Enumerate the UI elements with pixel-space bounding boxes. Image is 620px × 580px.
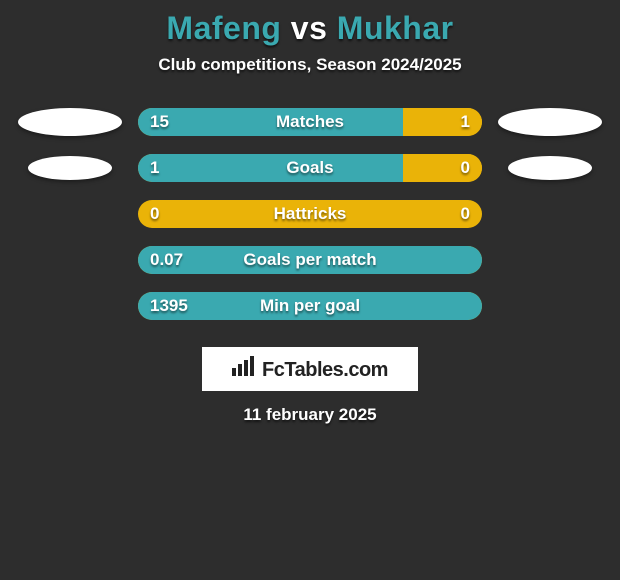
bar-track: 151Matches: [138, 108, 482, 136]
date-text: 11 february 2025: [0, 405, 620, 425]
logo-text: FcTables.com: [262, 359, 388, 382]
player-marker-left: [18, 108, 122, 136]
title-vs: vs: [291, 10, 328, 46]
metric-row: 00Hattricks: [0, 191, 620, 237]
metric-label: Min per goal: [138, 292, 482, 320]
page-title: Mafeng vs Mukhar: [0, 0, 620, 47]
metric-label: Goals per match: [138, 246, 482, 274]
bar-track: 0.07Goals per match: [138, 246, 482, 274]
metric-label: Hattricks: [138, 200, 482, 228]
bar-chart-icon: [232, 356, 256, 376]
bar-track: 1395Min per goal: [138, 292, 482, 320]
metric-row: 1395Min per goal: [0, 283, 620, 329]
title-player1: Mafeng: [166, 10, 281, 46]
player-marker-right: [508, 156, 592, 180]
player-marker-left: [28, 156, 112, 180]
bar-track: 10Goals: [138, 154, 482, 182]
subtitle: Club competitions, Season 2024/2025: [0, 55, 620, 75]
title-player2: Mukhar: [337, 10, 454, 46]
logo-box: FcTables.com: [202, 347, 418, 391]
logo: FcTables.com: [232, 356, 388, 382]
metric-label: Goals: [138, 154, 482, 182]
metric-row: 151Matches: [0, 99, 620, 145]
metric-label: Matches: [138, 108, 482, 136]
comparison-rows: 151Matches 10Goals 00Hattricks 0.07Goals pe…: [0, 99, 620, 329]
metric-row: 10Goals: [0, 145, 620, 191]
metric-row: 0.07Goals per match: [0, 237, 620, 283]
player-marker-right: [498, 108, 602, 136]
bar-track: 00Hattricks: [138, 200, 482, 228]
